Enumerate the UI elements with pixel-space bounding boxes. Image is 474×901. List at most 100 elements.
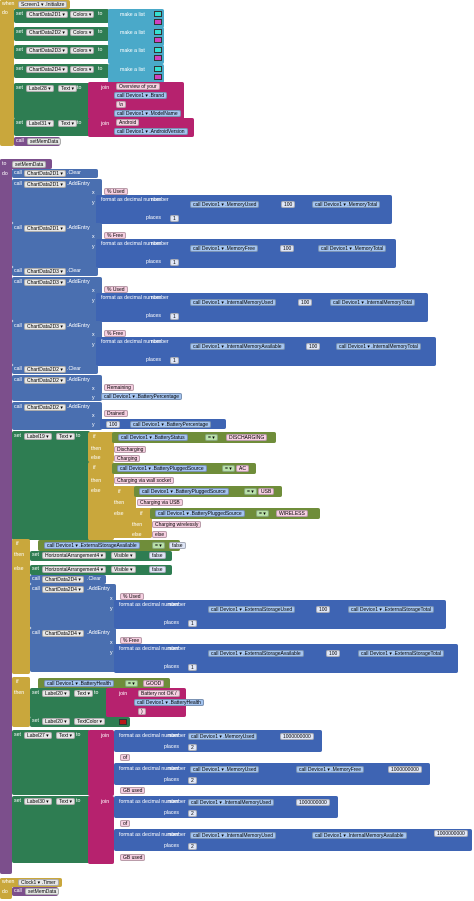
call-device1-extused[interactable]: call Device1 ▾ .ExternalStorageUsed: [208, 606, 296, 613]
call-device1-batterypercentage[interactable]: call Device1 ▾ .BatteryPercentage: [130, 421, 212, 428]
compare-batterystatus[interactable]: [112, 432, 276, 443]
set-label19-block[interactable]: [12, 431, 90, 540]
color-swatch-4a[interactable]: [154, 66, 162, 72]
android-string[interactable]: Android: [116, 119, 140, 126]
setmemdata-procedure[interactable]: [0, 159, 12, 874]
chart3-selector[interactable]: ChartData2D3 ▾: [24, 323, 66, 330]
visible-prop[interactable]: Visible ▾: [111, 566, 136, 573]
call-device1-plugged[interactable]: call Device1 ▾ .BatteryPluggedSource: [117, 465, 207, 472]
label31-selector[interactable]: Label31 ▾: [26, 120, 54, 127]
chart2-selector[interactable]: ChartData2D2 ▾: [26, 29, 68, 36]
make-list-block-1[interactable]: [108, 9, 164, 28]
format-decimal-block-7[interactable]: [114, 730, 322, 752]
make-list-block-2[interactable]: [108, 27, 164, 46]
false-constant[interactable]: false: [169, 542, 186, 549]
remaining-string[interactable]: Remaining: [104, 384, 134, 391]
chart2-selector[interactable]: ChartData2D2 ▾: [24, 377, 66, 384]
places-2[interactable]: 2: [188, 810, 197, 817]
setmemdata-name[interactable]: setMemData: [25, 888, 60, 895]
text-prop-selector[interactable]: Text ▾: [56, 732, 76, 739]
text-prop-selector[interactable]: Text ▾: [56, 433, 76, 440]
false-value[interactable]: false: [149, 552, 166, 559]
call-device1-batterystatus[interactable]: call Device1 ▾ .BatteryStatus: [118, 434, 188, 441]
chart1-selector[interactable]: ChartData2D1 ▾: [26, 11, 68, 18]
false-value[interactable]: false: [149, 566, 166, 573]
chart1-selector[interactable]: ChartData2D1 ▾: [24, 181, 66, 188]
places-1[interactable]: 1: [188, 664, 197, 671]
equals-operator[interactable]: = ▾: [152, 542, 165, 549]
equals-operator[interactable]: = ▾: [244, 488, 257, 495]
call-device1-inttotal[interactable]: call Device1 ▾ .InternalMemoryTotal: [330, 299, 415, 306]
gb-divisor[interactable]: 1000000000: [280, 733, 314, 740]
label20-selector[interactable]: Label20 ▾: [42, 690, 70, 697]
gb-divisor[interactable]: 1000000000: [388, 766, 422, 773]
call-device1-intused[interactable]: call Device1 ▾ .InternalMemoryUsed: [190, 299, 277, 306]
wireless-string[interactable]: Charging wirelessly: [152, 521, 202, 528]
used-string[interactable]: % Used: [120, 593, 144, 600]
hz-selector[interactable]: HorizontalArrangement4 ▾: [42, 566, 107, 573]
colors-prop-selector[interactable]: Colors ▾: [70, 29, 95, 36]
hundred-number[interactable]: 100: [306, 343, 321, 350]
chart4-selector[interactable]: ChartData2D4 ▾: [26, 66, 68, 73]
call-device1-intused[interactable]: call Device1 ▾ .InternalMemoryUsed: [188, 799, 275, 806]
if-external-storage[interactable]: [12, 539, 30, 674]
paren-string[interactable]: ): [138, 708, 146, 715]
hundred-number[interactable]: 100: [106, 421, 121, 428]
charging-string[interactable]: Charging: [114, 455, 141, 462]
call-device1-bathealth[interactable]: call Device1 ▾ .BatteryHealth: [44, 680, 114, 687]
text-prop-selector[interactable]: Text ▾: [56, 798, 76, 805]
make-list-block-3[interactable]: [108, 45, 164, 64]
call-device1-inttotal[interactable]: call Device1 ▾ .InternalMemoryTotal: [336, 343, 421, 350]
make-list-block-4[interactable]: [108, 64, 164, 83]
call-device1-intavail[interactable]: call Device1 ▾ .InternalMemoryAvailable: [190, 343, 285, 350]
procedure-name[interactable]: setMemData: [12, 161, 47, 168]
label20-selector[interactable]: Label20 ▾: [42, 718, 70, 725]
label28-selector[interactable]: Label28 ▾: [26, 85, 54, 92]
hundred-number[interactable]: 100: [326, 650, 341, 657]
clock1-timer-selector[interactable]: Clock1 ▾ .Timer: [18, 879, 59, 886]
screen1-initialize-selector[interactable]: Screen1 ▾ .Initialize: [18, 1, 68, 8]
color-swatch-4b[interactable]: [154, 74, 162, 80]
call-device1-brand[interactable]: call Device1 ▾ .Brand: [114, 92, 167, 99]
format-decimal-block-6[interactable]: [114, 644, 458, 673]
set-label29-text[interactable]: [12, 730, 90, 795]
discharging-constant[interactable]: DISCHARGING: [226, 434, 268, 441]
discharging-string[interactable]: Discharging: [114, 446, 147, 453]
color-swatch-2b[interactable]: [154, 37, 162, 43]
places-1[interactable]: 1: [170, 313, 179, 320]
colors-prop-selector[interactable]: Colors ▾: [70, 47, 95, 54]
gbused-string[interactable]: GB used: [120, 787, 146, 794]
hundred-number[interactable]: 100: [298, 299, 313, 306]
color-swatch-1b[interactable]: [154, 19, 162, 25]
call-device1-memorytotal[interactable]: call Device1 ▾ .MemoryTotal: [312, 201, 381, 208]
set-label30-text[interactable]: [12, 796, 90, 863]
text-prop-selector[interactable]: Text ▾: [58, 85, 78, 92]
gb-divisor[interactable]: 1000000000: [296, 799, 330, 806]
places-2[interactable]: 2: [188, 744, 197, 751]
call-device1-intavail[interactable]: call Device1 ▾ .InternalMemoryAvailable: [312, 832, 407, 839]
places-1[interactable]: 1: [170, 357, 179, 364]
colors-prop-selector[interactable]: Colors ▾: [70, 66, 95, 73]
if-plugged-usb[interactable]: [112, 486, 136, 538]
free-string[interactable]: % Free: [104, 330, 127, 337]
text-prop-selector[interactable]: Text ▾: [58, 120, 78, 127]
format-decimal-block-9[interactable]: [114, 796, 338, 818]
call-device1-memoryfree[interactable]: call Device1 ▾ .MemoryFree: [190, 245, 258, 252]
usb-constant[interactable]: USB: [258, 488, 275, 495]
color-swatch-3b[interactable]: [154, 55, 162, 61]
call-device1-exttotal[interactable]: call Device1 ▾ .ExternalStorageTotal: [358, 650, 445, 657]
gbused-string[interactable]: GB used: [120, 854, 146, 861]
viausb-string[interactable]: Charging via USB: [137, 499, 183, 506]
hz-selector[interactable]: HorizontalArrangement4 ▾: [42, 552, 107, 559]
format-decimal-block-3[interactable]: [96, 293, 428, 322]
chart4-selector[interactable]: ChartData2D4 ▾: [42, 630, 84, 637]
label19-selector[interactable]: Label19 ▾: [24, 433, 52, 440]
places-1[interactable]: 1: [170, 259, 179, 266]
call-device1-memorytotal[interactable]: call Device1 ▾ .MemoryTotal: [318, 245, 387, 252]
if-plugged-wireless[interactable]: [134, 508, 152, 538]
call-device1-batterypercentage[interactable]: call Device1 ▾ .BatteryPercentage: [101, 393, 183, 400]
equals-operator[interactable]: = ▾: [205, 434, 218, 441]
call-device1-memoryused[interactable]: call Device1 ▾ .MemoryUsed: [188, 733, 258, 740]
chart1-selector[interactable]: ChartData2D1 ▾: [24, 225, 66, 232]
call-device1-bathealth[interactable]: call Device1 ▾ .BatteryHealth: [134, 699, 204, 706]
